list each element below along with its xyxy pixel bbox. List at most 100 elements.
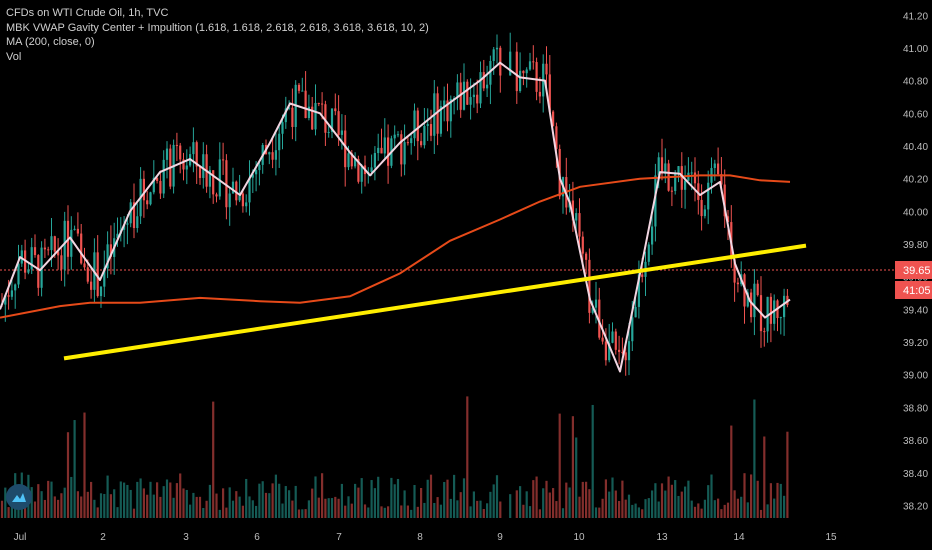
candle-body bbox=[380, 147, 383, 154]
candle-body bbox=[337, 111, 340, 135]
countdown-label: 41:05 bbox=[903, 285, 931, 297]
candle-body bbox=[495, 47, 499, 50]
candle-body bbox=[736, 282, 739, 285]
volume-bar bbox=[387, 506, 390, 518]
volume-bar bbox=[479, 500, 482, 518]
volume-bar bbox=[476, 500, 479, 518]
volume-bar bbox=[126, 484, 129, 518]
tradingview-logo-icon[interactable] bbox=[6, 484, 32, 510]
candle-body bbox=[47, 249, 50, 251]
volume-bar bbox=[670, 484, 673, 518]
candle-body bbox=[324, 104, 327, 133]
candle-body bbox=[241, 193, 244, 207]
volume-bar bbox=[495, 475, 499, 518]
volume-bar bbox=[726, 502, 730, 518]
volume-bar bbox=[7, 507, 10, 518]
volume-bar bbox=[773, 498, 776, 518]
candle-body bbox=[674, 172, 677, 192]
volume-bar bbox=[350, 503, 353, 518]
volume-bar bbox=[756, 480, 759, 518]
symbol-title[interactable]: CFDs on WTI Crude Oil, 1h, TVC bbox=[6, 7, 169, 19]
ma-200-line bbox=[0, 174, 791, 319]
candle-body bbox=[670, 190, 673, 192]
volume-bar bbox=[713, 500, 716, 518]
volume-bar bbox=[621, 480, 624, 518]
candle-body bbox=[281, 122, 284, 134]
volume-bar bbox=[274, 474, 277, 518]
candle-body bbox=[30, 247, 33, 270]
time-axis[interactable]: Jul 2 3 6 7 8 9 10 13 14 15 bbox=[0, 518, 895, 550]
volume-bar bbox=[152, 494, 155, 518]
volume-bar bbox=[519, 486, 522, 518]
candle-body bbox=[571, 200, 574, 221]
candle-body bbox=[621, 351, 624, 353]
price-tick-label: 38.60 bbox=[903, 436, 928, 447]
volume-bar bbox=[360, 478, 363, 518]
volume-bar bbox=[400, 505, 403, 518]
candle-body bbox=[175, 144, 178, 146]
volume-bar bbox=[53, 496, 56, 518]
volume-bar bbox=[261, 481, 264, 518]
volume-bar bbox=[611, 477, 614, 518]
volume-bar bbox=[314, 476, 317, 518]
volume-bar bbox=[525, 491, 528, 518]
volume-bar bbox=[70, 476, 73, 518]
candle-body bbox=[703, 209, 706, 217]
candle-body bbox=[647, 244, 650, 262]
volume-bar bbox=[119, 481, 122, 518]
candle-body bbox=[532, 61, 535, 63]
candle-body bbox=[476, 94, 479, 104]
candle-body bbox=[426, 124, 429, 127]
volume-bar bbox=[680, 491, 683, 518]
volume-bar bbox=[413, 485, 416, 518]
volume-bar bbox=[736, 498, 739, 518]
candle-body bbox=[489, 60, 492, 85]
volume-bar bbox=[456, 500, 459, 518]
candle-body bbox=[707, 182, 710, 210]
volume-bar bbox=[215, 493, 218, 518]
volume-bar bbox=[208, 484, 211, 518]
candle-body bbox=[575, 213, 578, 221]
candle-body bbox=[106, 244, 109, 269]
candle-body bbox=[469, 97, 472, 105]
candle-body bbox=[743, 274, 746, 307]
volume-bar bbox=[730, 425, 733, 518]
price-tick-label: 40.20 bbox=[903, 175, 928, 186]
candle-body bbox=[198, 166, 202, 178]
candle-body bbox=[317, 102, 320, 104]
candle-body bbox=[690, 172, 693, 174]
candle-body bbox=[608, 342, 611, 361]
time-tick-label: 7 bbox=[336, 532, 342, 543]
volume-bar bbox=[717, 498, 720, 518]
volume-bar bbox=[690, 500, 693, 518]
volume-bar bbox=[598, 507, 601, 518]
candle-body bbox=[525, 69, 528, 74]
price-tick-label: 40.80 bbox=[903, 77, 928, 88]
volume-bar bbox=[86, 491, 89, 518]
candle-body bbox=[377, 147, 380, 154]
volume-bar bbox=[591, 404, 594, 518]
volume-bar bbox=[449, 498, 452, 518]
candle-body bbox=[149, 192, 152, 205]
candle-body bbox=[238, 193, 241, 201]
volume-bar bbox=[769, 483, 772, 518]
candle-body bbox=[231, 181, 235, 194]
volume-bar bbox=[654, 483, 657, 518]
vwap-indicator-label[interactable]: MBK VWAP Gavity Center + Impultion (1.61… bbox=[6, 21, 429, 34]
volume-bar bbox=[334, 496, 337, 518]
volume-indicator-label[interactable]: Vol bbox=[6, 50, 22, 63]
volume-bar bbox=[317, 497, 320, 518]
volume-bar bbox=[370, 480, 373, 518]
volume-bar bbox=[30, 487, 33, 518]
volume-bar bbox=[393, 484, 396, 518]
ma-indicator-label[interactable]: MA (200, close, 0) bbox=[6, 36, 95, 48]
volume-bar bbox=[347, 496, 350, 518]
volume-bar bbox=[123, 482, 126, 518]
volume-bar bbox=[575, 437, 578, 518]
volume-bar bbox=[291, 500, 294, 518]
candle-body bbox=[753, 283, 756, 318]
candle-body bbox=[393, 134, 396, 139]
candle-body bbox=[750, 292, 753, 318]
candle-body bbox=[746, 292, 749, 307]
